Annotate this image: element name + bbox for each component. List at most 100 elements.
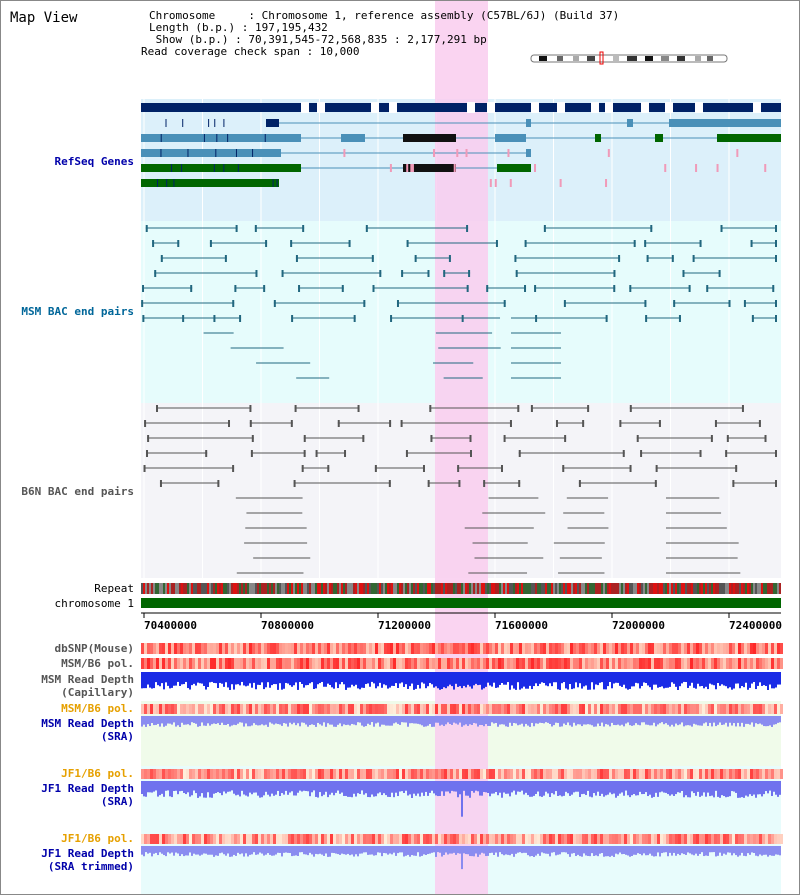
- track-label-msm-bac[interactable]: MSM BAC end pairs: [21, 305, 134, 318]
- msm-sra-pol-strip: [666, 704, 669, 714]
- msm-pol-strip: [162, 658, 165, 669]
- jf1-trim-pol-strip: [549, 834, 552, 844]
- jf1-depth-trim-bar: [405, 846, 407, 856]
- msm-depth-cap-bar: [169, 672, 171, 689]
- msm-sra-pol-strip: [492, 704, 495, 714]
- msm-sra-pol-strip: [453, 704, 456, 714]
- repeat-mark: [195, 583, 197, 594]
- jf1-pol-strip: [288, 769, 291, 779]
- msm-depth-cap-bar: [337, 672, 339, 689]
- jf1-pol-strip: [726, 769, 729, 779]
- msm-depth-sra-bar: [731, 716, 733, 726]
- msm-depth-sra-bar: [505, 716, 507, 727]
- jf1-depth-sra-bar: [333, 781, 335, 796]
- jf1-pol-strip: [708, 769, 711, 779]
- jf1-depth-trim-bar: [501, 846, 503, 855]
- dbsnp-strip: [591, 643, 594, 654]
- msm-depth-sra-bar: [277, 716, 279, 725]
- repeat-mark: [193, 583, 195, 594]
- msm-depth-sra-bar: [769, 716, 771, 726]
- track-label-b6n-bac[interactable]: B6N BAC end pairs: [21, 485, 134, 498]
- msm-depth-cap-bar: [513, 672, 515, 689]
- repeat-mark: [423, 583, 425, 594]
- jf1-pol-strip: [327, 769, 330, 779]
- jf1-depth-trim-bar: [615, 846, 617, 854]
- repeat-mark: [161, 583, 163, 594]
- msm-depth-sra-bar: [343, 716, 345, 725]
- msm-sra-pol-strip: [762, 704, 765, 714]
- jf1-depth-trim-bar: [299, 846, 301, 853]
- jf1-depth-sra-bar: [501, 781, 503, 798]
- repeat-mark: [581, 583, 583, 594]
- msm-sra-pol-strip: [654, 704, 657, 714]
- msm-bac-pair-end: [720, 225, 723, 232]
- jf1-depth-sra-bar: [207, 781, 209, 793]
- dbsnp-strip: [261, 643, 264, 654]
- jf1-trim-pol-strip: [732, 834, 735, 844]
- repeat-mark: [607, 583, 609, 594]
- repeat-mark: [327, 583, 329, 594]
- msm-sra-pol-strip: [546, 704, 549, 714]
- jf1-depth-sra-bar: [293, 781, 295, 796]
- b6n-bac-pair-end: [249, 420, 252, 427]
- jf1-trim-pol-strip: [564, 834, 567, 844]
- msm-depth-cap-bar: [275, 672, 277, 685]
- msm-depth-sra-bar: [745, 716, 747, 724]
- jf1-depth-trim-bar: [597, 846, 599, 857]
- repeat-mark: [401, 583, 403, 594]
- jf1-depth-sra-bar: [485, 781, 487, 793]
- msm-pol-strip: [618, 658, 621, 669]
- repeat-mark: [377, 583, 379, 594]
- repeat-mark: [527, 583, 529, 594]
- msm-depth-cap-bar: [227, 672, 229, 688]
- msm-depth-sra-bar: [423, 716, 425, 727]
- dbsnp-strip: [711, 643, 714, 654]
- msm-depth-sra-bar: [527, 716, 529, 726]
- jf1-trim-pol-strip: [519, 834, 522, 844]
- jf1-depth-trim-bar: [289, 846, 291, 854]
- jf1-depth-trim-bar: [733, 846, 735, 854]
- jf1-pol-strip: [312, 769, 315, 779]
- jf1-depth-trim-bar: [607, 846, 609, 857]
- msm-depth-cap-bar: [215, 672, 217, 684]
- repeat-mark: [567, 583, 569, 594]
- jf1-depth-sra-bar: [603, 781, 605, 797]
- msm-depth-sra-bar: [485, 716, 487, 725]
- gene-exon: [141, 179, 279, 187]
- msm-sra-pol-strip: [276, 704, 279, 714]
- msm-bac-pair-end: [775, 240, 777, 247]
- dbsnp-strip: [399, 643, 402, 654]
- repeat-mark: [343, 583, 345, 594]
- jf1-trim-pol-strip: [315, 834, 318, 844]
- msm-sra-pol-strip: [315, 704, 318, 714]
- coverage-span-line: Read coverage check span : 10,000: [141, 45, 360, 58]
- msm-depth-sra-bar: [307, 716, 309, 727]
- msm-sra-pol-strip: [750, 704, 753, 714]
- repeat-mark: [759, 583, 761, 594]
- jf1-trim-pol-strip: [198, 834, 201, 844]
- dbsnp-strip: [558, 643, 561, 654]
- dbsnp-strip: [168, 643, 171, 654]
- jf1-pol-strip: [528, 769, 531, 779]
- jf1-depth-trim-bar: [651, 846, 653, 856]
- jf1-trim-pol-strip: [636, 834, 639, 844]
- jf1-pol-strip: [360, 769, 363, 779]
- jf1-depth-sra-bar: [701, 781, 703, 796]
- repeat-mark: [317, 583, 319, 594]
- jf1-depth-trim-bar: [171, 846, 173, 853]
- jf1-pol-strip: [486, 769, 489, 779]
- jf1-depth-sra-bar: [159, 781, 161, 796]
- track-label-refseq[interactable]: RefSeq Genes: [54, 155, 134, 168]
- msm-depth-cap-bar: [197, 672, 199, 683]
- jf1-depth-sra-bar: [261, 781, 263, 798]
- repeat-mark: [231, 583, 233, 594]
- jf1-trim-pol-strip: [243, 834, 246, 844]
- jf1-depth-trim-bar: [771, 846, 773, 856]
- gene-gap: [487, 102, 495, 113]
- msm-pol-strip: [288, 658, 291, 669]
- msm-sra-pol-strip: [195, 704, 198, 714]
- jf1-depth-sra-bar: [473, 781, 475, 793]
- dbsnp-strip: [231, 643, 234, 654]
- jf1-trim-pol-strip: [378, 834, 381, 844]
